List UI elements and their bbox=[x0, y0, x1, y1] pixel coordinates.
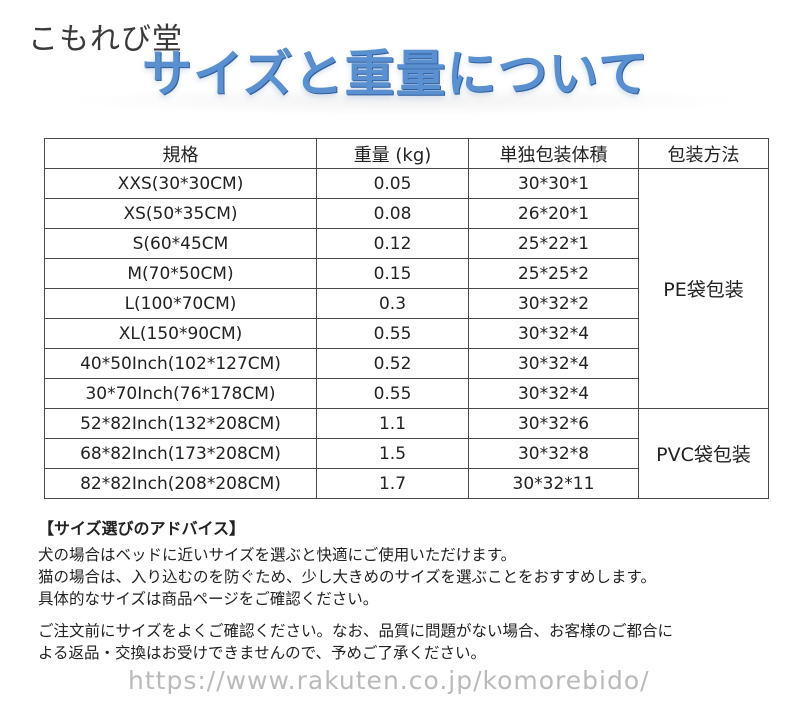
header-spec: 規格 bbox=[44, 138, 317, 169]
spec-cell: 68*82Inch(173*208CM) bbox=[44, 438, 317, 469]
volume-cell: 30*30*1 bbox=[468, 168, 639, 199]
page-title: サイズと重量について bbox=[142, 45, 649, 103]
return-policy-note: ご注文前にサイズをよくご確認ください。なお、品質に問題がない場合、お客様のご都合… bbox=[38, 620, 798, 664]
packaging-cell: PVC袋包装 bbox=[638, 408, 769, 499]
spec-cell: 52*82Inch(132*208CM) bbox=[44, 408, 317, 439]
spec-cell: XS(50*35CM) bbox=[44, 198, 317, 229]
size-weight-table: 規格 重量 (kg) 単独包装体積 包装方法 XXS(30*30CM) 0.05… bbox=[44, 138, 769, 499]
table-row: 40*50Inch(102*127CM) 0.52 30*32*4 bbox=[44, 348, 769, 379]
weight-cell: 0.55 bbox=[316, 378, 469, 409]
weight-cell: 0.12 bbox=[316, 228, 469, 259]
header-volume: 単独包装体積 bbox=[468, 138, 639, 169]
weight-cell: 1.7 bbox=[316, 468, 469, 499]
header-packaging: 包装方法 bbox=[638, 138, 769, 169]
table-row: M(70*50CM) 0.15 25*25*2 bbox=[44, 258, 769, 289]
weight-cell: 0.15 bbox=[316, 258, 469, 289]
weight-cell: 0.3 bbox=[316, 288, 469, 319]
weight-cell: 0.05 bbox=[316, 168, 469, 199]
weight-cell: 0.52 bbox=[316, 348, 469, 379]
note-line: ご注文前にサイズをよくご確認ください。なお、品質に問題がない場合、お客様のご都合… bbox=[38, 622, 674, 640]
spec-cell: M(70*50CM) bbox=[44, 258, 317, 289]
advice-line: 猫の場合は、入り込むのを防ぐため、少し大きめのサイズを選ぶことをおすすめします。 bbox=[38, 568, 656, 586]
shop-url-watermark: https://www.rakuten.co.jp/komorebido/ bbox=[128, 666, 650, 695]
table-row: 82*82Inch(208*208CM) 1.7 30*32*11 bbox=[44, 468, 769, 499]
advice-line: 具体的なサイズは商品ページをご確認ください。 bbox=[38, 590, 379, 608]
spec-cell: 82*82Inch(208*208CM) bbox=[44, 468, 317, 499]
spec-cell: XL(150*90CM) bbox=[44, 318, 317, 349]
volume-cell: 30*32*4 bbox=[468, 378, 639, 409]
volume-cell: 25*25*2 bbox=[468, 258, 639, 289]
spec-cell: L(100*70CM) bbox=[44, 288, 317, 319]
table-row: 52*82Inch(132*208CM) 1.1 30*32*6 PVC袋包装 bbox=[44, 408, 769, 499]
table-row: 68*82Inch(173*208CM) 1.5 30*32*8 bbox=[44, 438, 769, 469]
spec-cell: XXS(30*30CM) bbox=[44, 168, 317, 199]
spec-cell: 30*70Inch(76*178CM) bbox=[44, 378, 317, 409]
table-row: 30*70Inch(76*178CM) 0.55 30*32*4 bbox=[44, 378, 769, 409]
volume-cell: 25*22*1 bbox=[468, 228, 639, 259]
note-line: よる返品・交換はお受けできませんので、予めご了承ください。 bbox=[38, 644, 486, 662]
spec-cell: S(60*45CM bbox=[44, 228, 317, 259]
volume-cell: 30*32*4 bbox=[468, 318, 639, 349]
weight-cell: 0.08 bbox=[316, 198, 469, 229]
title-shadow bbox=[60, 86, 750, 116]
volume-cell: 30*32*11 bbox=[468, 468, 639, 499]
volume-cell: 30*32*2 bbox=[468, 288, 639, 319]
table-row: S(60*45CM 0.12 25*22*1 bbox=[44, 228, 769, 259]
volume-cell: 30*32*4 bbox=[468, 348, 639, 379]
weight-cell: 1.1 bbox=[316, 408, 469, 439]
advice-line: 犬の場合はベッドに近いサイズを選ぶと快適にご使用いただけます。 bbox=[38, 546, 517, 564]
spec-cell: 40*50Inch(102*127CM) bbox=[44, 348, 317, 379]
weight-cell: 0.55 bbox=[316, 318, 469, 349]
table-row: XL(150*90CM) 0.55 30*32*4 bbox=[44, 318, 769, 349]
weight-cell: 1.5 bbox=[316, 438, 469, 469]
volume-cell: 26*20*1 bbox=[468, 198, 639, 229]
packaging-cell: PE袋包装 bbox=[638, 168, 769, 409]
table-row: XS(50*35CM) 0.08 26*20*1 bbox=[44, 198, 769, 229]
shop-name: こもれび堂 bbox=[28, 22, 183, 57]
advice-title: 【サイズ選びのアドバイス】 bbox=[38, 519, 246, 538]
header-weight: 重量 (kg) bbox=[316, 138, 469, 169]
size-advice-section: 【サイズ選びのアドバイス】 犬の場合はベッドに近いサイズを選ぶと快適にご使用いた… bbox=[38, 518, 798, 664]
volume-cell: 30*32*6 bbox=[468, 408, 639, 439]
table-header-row: 規格 重量 (kg) 単独包装体積 包装方法 bbox=[44, 138, 769, 169]
table-row: XXS(30*30CM) 0.05 30*30*1 PE袋包装 bbox=[44, 168, 769, 409]
volume-cell: 30*32*8 bbox=[468, 438, 639, 469]
table-row: L(100*70CM) 0.3 30*32*2 bbox=[44, 288, 769, 319]
